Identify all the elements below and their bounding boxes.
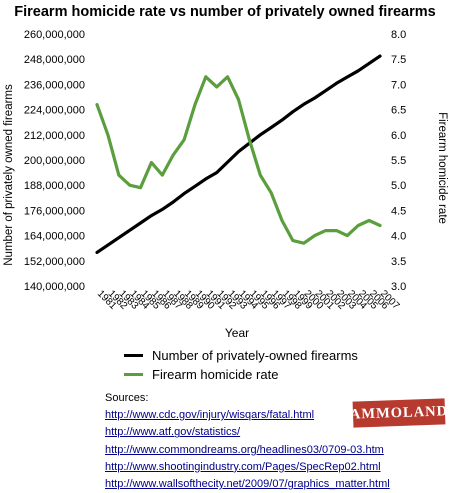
source-link[interactable]: http://www.shootingindustry.com/Pages/Sp… (105, 460, 381, 473)
y-left-tick-label: 152,000,000 (24, 256, 85, 268)
legend-label-firearms: Number of privately-owned firearms (152, 348, 358, 363)
x-axis-label: Year (225, 326, 249, 340)
y-axis-right-label: Firearm homicide rate (436, 112, 448, 224)
y-left-tick-label: 200,000,000 (24, 155, 85, 167)
y-left-tick-label: 188,000,000 (24, 180, 85, 192)
y-right-tick-label: 4.0 (391, 231, 406, 243)
y-axis-left-label: Number of privately owned firearms (3, 84, 15, 266)
y-right-tick-label: 3.0 (391, 281, 406, 293)
source-link[interactable]: http://www.commondreams.org/headlines03/… (105, 443, 384, 456)
y-left-tick-label: 260,000,000 (24, 29, 85, 41)
y-right-tick-label: 4.5 (391, 205, 406, 217)
y-left-tick-label: 164,000,000 (24, 231, 85, 243)
y-left-tick-label: 236,000,000 (24, 79, 85, 91)
legend-swatch-homicide-rate (124, 373, 143, 376)
series-line-firearms (95, 54, 382, 254)
y-left-tick-label: 140,000,000 (24, 281, 85, 293)
legend-item-firearms: Number of privately-owned firearms (124, 346, 358, 365)
ammoland-watermark-logo: AMMOLAND (350, 398, 448, 428)
legend: Number of privately-owned firearms Firea… (124, 346, 358, 384)
chart-plot: 140,000,000 152,000,000 164,000,000 176,000… (3, 29, 448, 340)
series-line-homicide-rate (95, 75, 382, 245)
y-left-tick-label: 212,000,000 (24, 130, 85, 142)
y-left-tick-label: 224,000,000 (24, 105, 85, 117)
source-link[interactable]: http://www.atf.gov/statistics/ (105, 426, 241, 439)
y-right-tick-label: 6.5 (391, 105, 406, 117)
y-right-tick-label: 3.5 (391, 256, 406, 268)
legend-label-homicide-rate: Firearm homicide rate (152, 367, 279, 382)
y-left-tick-label: 176,000,000 (24, 205, 85, 217)
source-link[interactable]: http://www.cdc.gov/injury/wisqars/fatal.… (105, 409, 315, 422)
sources-heading: Sources: (105, 392, 149, 404)
y-right-tick-label: 5.5 (391, 155, 406, 167)
y-right-tick-label: 8.0 (391, 29, 406, 41)
chart-title: Firearm homicide rate vs number of priva… (14, 4, 436, 20)
y-right-tick-label: 7.5 (391, 54, 406, 66)
y-right-tick-label: 7.0 (391, 79, 406, 91)
sources-list: Sources: http://www.cdc.gov/injury/wisqa… (105, 390, 390, 493)
y-right-tick-label: 5.0 (391, 180, 406, 192)
y-right-tick-label: 6.0 (391, 130, 406, 142)
source-link[interactable]: http://www.wallsofthecity.net/2009/07/gr… (105, 478, 390, 491)
legend-swatch-firearms (124, 354, 143, 357)
y-left-tick-label: 248,000,000 (24, 54, 85, 66)
legend-item-homicide-rate: Firearm homicide rate (124, 365, 358, 384)
